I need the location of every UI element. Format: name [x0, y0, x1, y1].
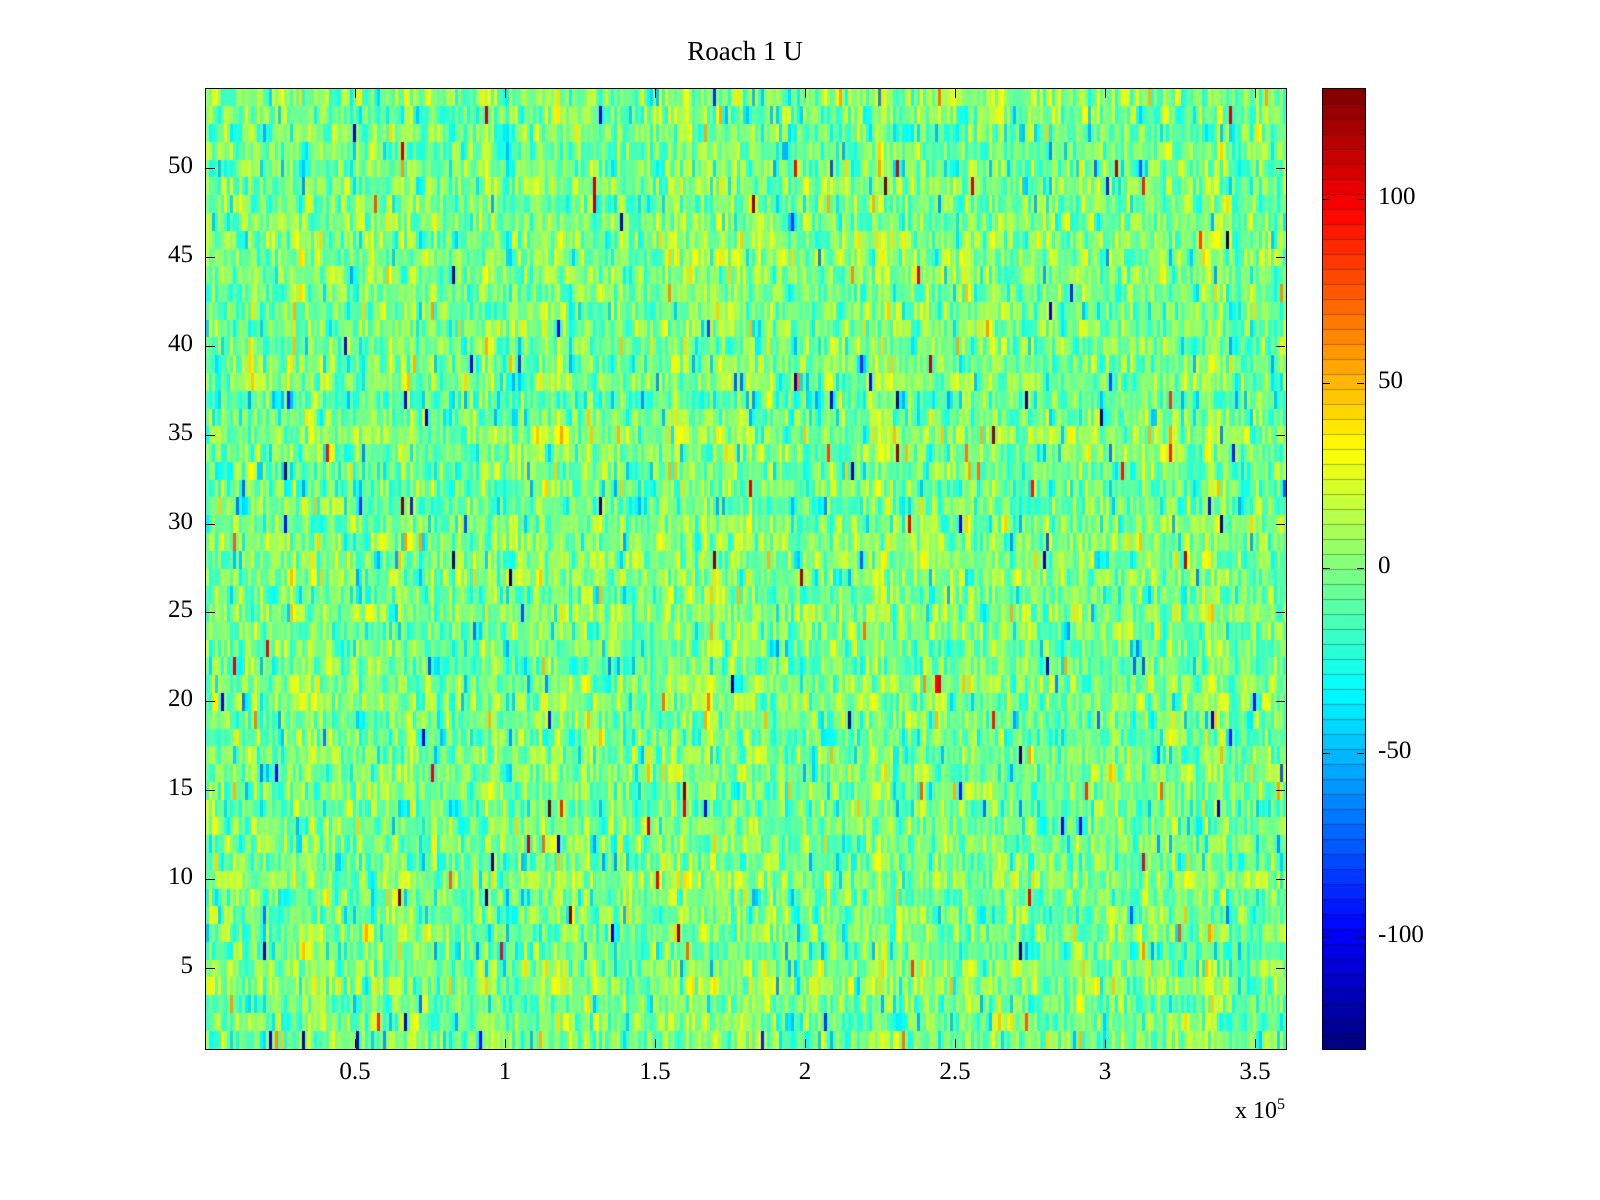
x-tick-mark-top [1105, 89, 1106, 98]
y-tick-mark-right [1276, 346, 1285, 347]
x-tick-mark-top [505, 89, 506, 98]
y-tick-mark-right [1276, 879, 1285, 880]
x-tick-mark [355, 1039, 356, 1048]
colorbar-tick-mark-left [1323, 383, 1330, 384]
chart-title: Roach 1 U [687, 36, 803, 66]
y-tick-mark-right [1276, 257, 1285, 258]
x-axis-multiplier: x 105 [1145, 1096, 1285, 1125]
x-tick-label: 3 [1098, 1058, 1112, 1085]
y-tick-mark-right [1276, 790, 1285, 791]
y-tick-label: 20 [168, 685, 193, 712]
y-tick-mark-right [1276, 435, 1285, 436]
x-tick-mark-top [955, 89, 956, 98]
x-tick-mark-top [805, 89, 806, 98]
y-tick-mark [206, 612, 215, 613]
y-tick-label: 15 [168, 774, 193, 801]
x-tick-mark-top [1255, 89, 1256, 98]
y-tick-label: 45 [168, 241, 193, 268]
y-tick-mark-right [1276, 968, 1285, 969]
y-tick-mark [206, 257, 215, 258]
y-tick-mark-right [1276, 701, 1285, 702]
y-tick-mark-right [1276, 612, 1285, 613]
colorbar-tick-label: 50 [1378, 367, 1403, 394]
colorbar-tick-mark [1357, 383, 1364, 384]
y-tick-label: 5 [180, 952, 194, 979]
x-axis-multiplier-exponent: 5 [1277, 1096, 1285, 1113]
y-tick-label: 35 [168, 419, 193, 446]
y-tick-label: 50 [168, 152, 193, 179]
y-tick-label: 10 [168, 863, 193, 890]
x-tick-mark [955, 1039, 956, 1048]
x-tick-mark-top [355, 89, 356, 98]
y-tick-mark [206, 346, 215, 347]
x-tick-label: 2.5 [939, 1058, 971, 1085]
colorbar-canvas [1323, 89, 1365, 1049]
y-tick-mark [206, 968, 215, 969]
y-tick-label: 30 [168, 508, 193, 535]
y-tick-mark-right [1276, 168, 1285, 169]
y-tick-mark [206, 790, 215, 791]
colorbar-tick-mark [1357, 753, 1364, 754]
y-tick-mark [206, 524, 215, 525]
colorbar-tick-label: 100 [1378, 183, 1416, 210]
colorbar-tick-mark [1357, 568, 1364, 569]
colorbar-tick-label: -50 [1378, 737, 1412, 764]
x-tick-label: 0.5 [339, 1058, 371, 1085]
x-tick-mark [1105, 1039, 1106, 1048]
y-tick-mark [206, 701, 215, 702]
y-tick-mark [206, 435, 215, 436]
x-tick-mark [655, 1039, 656, 1048]
x-axis-multiplier-base: x 10 [1235, 1098, 1277, 1124]
x-tick-mark [505, 1039, 506, 1048]
colorbar-tick-mark [1357, 937, 1364, 938]
x-tick-label: 2 [798, 1058, 812, 1085]
colorbar-tick-mark-left [1323, 199, 1330, 200]
colorbar-tick-mark-left [1323, 753, 1330, 754]
colorbar-tick-label: 0 [1378, 552, 1391, 579]
y-tick-mark-right [1276, 524, 1285, 525]
colorbar-tick-mark [1357, 199, 1364, 200]
x-tick-mark [805, 1039, 806, 1048]
plot-area [205, 88, 1287, 1050]
y-tick-mark [206, 168, 215, 169]
y-tick-label: 25 [168, 596, 193, 623]
colorbar [1322, 88, 1366, 1050]
y-tick-label: 40 [168, 330, 193, 357]
heatmap-canvas [206, 89, 1286, 1049]
colorbar-tick-label: -100 [1378, 921, 1424, 948]
x-tick-label: 1 [498, 1058, 512, 1085]
x-tick-mark-top [655, 89, 656, 98]
x-tick-label: 1.5 [639, 1058, 671, 1085]
colorbar-tick-mark-left [1323, 937, 1330, 938]
colorbar-tick-mark-left [1323, 568, 1330, 569]
y-tick-mark [206, 879, 215, 880]
x-tick-mark [1255, 1039, 1256, 1048]
x-tick-label: 3.5 [1239, 1058, 1271, 1085]
